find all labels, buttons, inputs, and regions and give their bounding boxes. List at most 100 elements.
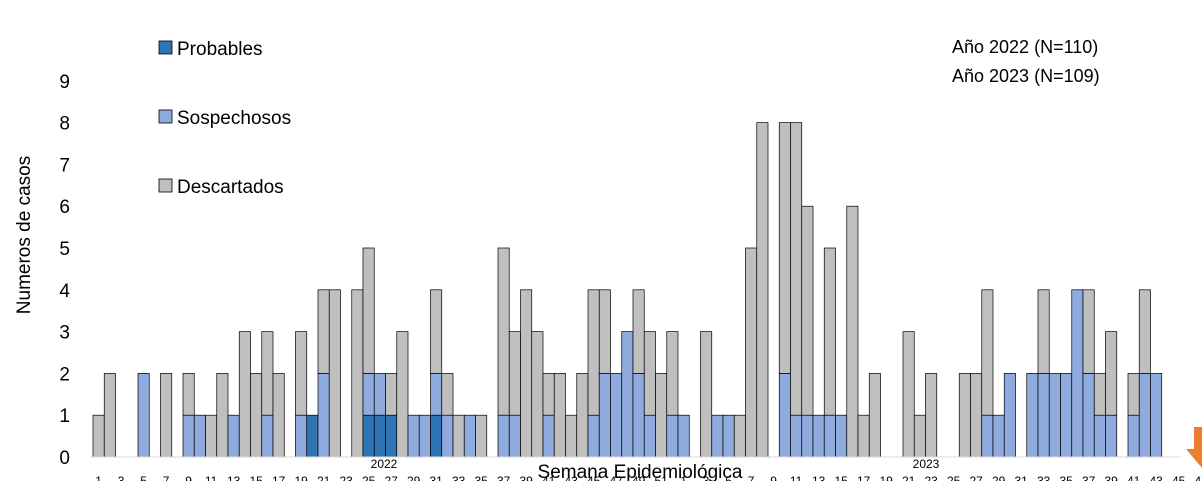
- bar-segment-descartados: [272, 373, 285, 458]
- x-tick-label: 19: [294, 474, 308, 481]
- bar-segment-descartados: [700, 331, 713, 458]
- bar-segment-sospechosos: [418, 414, 431, 458]
- bar-segment-descartados: [216, 373, 229, 458]
- x-tick-label: 37: [497, 474, 511, 481]
- bar-segment-descartados: [913, 414, 926, 458]
- x-tick-label: 31: [429, 474, 443, 481]
- x-tick-label: 17: [857, 474, 871, 481]
- bar-segment-sospechosos: [137, 373, 150, 458]
- bar-segment-descartados: [351, 289, 364, 458]
- bar-segment-sospechosos: [643, 414, 656, 458]
- legend-swatch-probables: [158, 40, 173, 55]
- x-tick-label: 35: [474, 474, 488, 481]
- y-tick-label: 1: [59, 406, 70, 427]
- x-tick-label: 33: [452, 474, 466, 481]
- bar-segment-descartados: [857, 414, 870, 458]
- x-tick-label: 3: [703, 474, 710, 481]
- legend-swatch-descartados: [158, 178, 173, 193]
- bar-segment-descartados: [733, 414, 746, 458]
- y-tick-label: 7: [59, 155, 70, 176]
- x-tick-label: 43: [1149, 474, 1163, 481]
- bar-segment-sospechosos: [722, 414, 735, 458]
- bar-segment-descartados: [868, 373, 881, 458]
- bar-segment-descartados: [452, 414, 465, 458]
- bar-segment-descartados: [238, 331, 251, 458]
- x-tick-label: 1: [680, 474, 687, 481]
- x-tick-label: 9: [770, 474, 777, 481]
- bar-segment-descartados: [1093, 373, 1106, 416]
- bar-segment-descartados: [643, 331, 656, 416]
- x-tick-label: 17: [272, 474, 286, 481]
- x-tick-label: 9: [185, 474, 192, 481]
- bar-segment-sospechosos: [823, 414, 836, 458]
- bar-segment-descartados: [1082, 289, 1095, 374]
- bar-segment-sospechosos: [1082, 373, 1095, 458]
- bar-segment-descartados: [396, 331, 409, 458]
- legend-item-sospechosos: Sospechosos: [158, 108, 291, 129]
- bar-segment-descartados: [103, 373, 116, 458]
- legend-item-descartados: Descartados: [158, 177, 284, 198]
- bar-segment-sospechosos: [1060, 373, 1073, 458]
- bar-segment-descartados: [553, 373, 566, 458]
- y-tick-label: 9: [59, 72, 70, 93]
- bar-segment-descartados: [520, 289, 533, 458]
- x-tick-label: 15: [834, 474, 848, 481]
- x-tick-label: 41: [1127, 474, 1141, 481]
- bar-segment-sospechosos: [463, 414, 476, 458]
- bar-segment-descartados: [182, 373, 195, 416]
- bar-segment-sospechosos: [711, 414, 724, 458]
- x-tick-label: 3: [118, 474, 125, 481]
- x-tick-label: 27: [384, 474, 398, 481]
- bar-segment-descartados: [1138, 289, 1151, 374]
- bar-segment-sospechosos: [677, 414, 690, 458]
- x-tick-label: 21: [317, 474, 331, 481]
- x-tick-label: 45: [1172, 474, 1186, 481]
- bar-segment-probables: [430, 414, 443, 458]
- bar-segment-descartados: [846, 205, 859, 458]
- bar-segment-sospechosos: [508, 414, 521, 458]
- bar-segment-sospechosos: [1105, 414, 1118, 458]
- bar-segment-sospechosos: [1071, 289, 1084, 458]
- bar-segment-sospechosos: [295, 414, 308, 458]
- x-tick-label: 25: [947, 474, 961, 481]
- bar-segment-sospechosos: [621, 331, 634, 458]
- bar-segment-descartados: [92, 414, 105, 458]
- bar-segment-probables: [306, 414, 319, 458]
- bar-segment-descartados: [598, 289, 611, 374]
- x-tick-label: 33: [1037, 474, 1051, 481]
- bar-segment-descartados: [587, 289, 600, 416]
- annotation-2023-total: Año 2023 (N=109): [952, 66, 1100, 86]
- bar-segment-descartados: [250, 373, 263, 458]
- x-tick-label: 11: [790, 474, 803, 481]
- bars: [92, 122, 1163, 458]
- bar-segment-descartados: [430, 289, 443, 374]
- bar-segment-descartados: [1105, 331, 1118, 416]
- bar-segment-sospechosos: [812, 414, 825, 458]
- bar-segment-sospechosos: [1138, 373, 1151, 458]
- bar-segment-descartados: [666, 331, 679, 416]
- bar-segment-descartados: [790, 122, 803, 416]
- x-tick-label: 43: [564, 474, 578, 481]
- bar-segment-descartados: [632, 289, 645, 374]
- x-tick-label: 29: [992, 474, 1006, 481]
- bar-segment-descartados: [981, 289, 994, 416]
- x-tick-label: 47: [609, 474, 623, 481]
- bar-segment-sospechosos: [835, 414, 848, 458]
- y-tick-label: 2: [59, 364, 70, 385]
- bar-segment-descartados: [756, 122, 769, 458]
- x-tick-label: 13: [227, 474, 241, 481]
- x-tick-label: 5: [725, 474, 732, 481]
- x-tick-label: 25: [362, 474, 376, 481]
- x-tick-label: 7: [748, 474, 755, 481]
- x-tick-label: 39: [1104, 474, 1118, 481]
- bar-segment-descartados: [385, 373, 398, 416]
- y-axis-title: Numeros de casos: [14, 156, 35, 314]
- legend-swatch-sospechosos: [158, 109, 173, 124]
- x-tick-label: 35: [1059, 474, 1073, 481]
- bar-segment-sospechosos: [992, 414, 1005, 458]
- x-tick-label: 45: [587, 474, 601, 481]
- bar-segment-descartados: [160, 373, 173, 458]
- x-tick-label: 21: [902, 474, 916, 481]
- bar-segment-sospechosos: [317, 373, 330, 458]
- bar-segment-sospechosos: [1026, 373, 1039, 458]
